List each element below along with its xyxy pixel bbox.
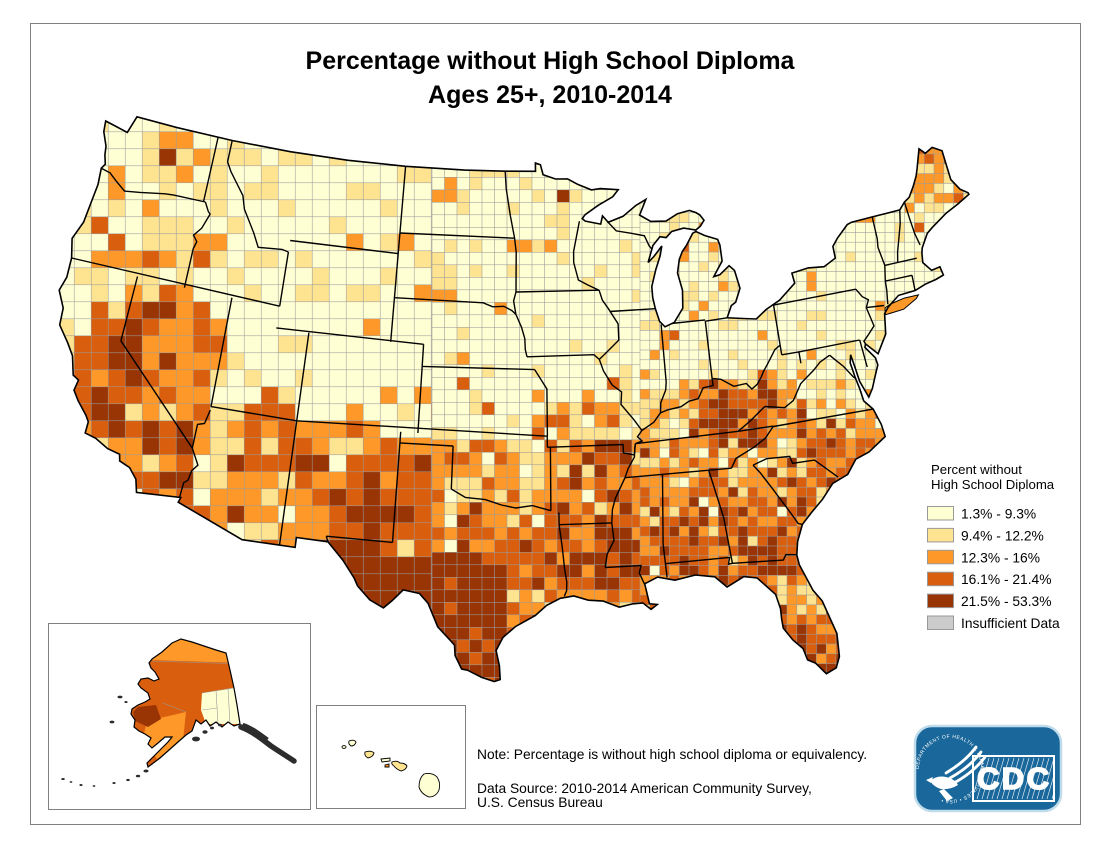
svg-text:CDC: CDC (977, 761, 1049, 796)
svg-text:21.5% - 53.3%: 21.5% - 53.3% (961, 594, 1052, 609)
svg-text:Percent without: Percent without (931, 462, 1022, 477)
svg-text:Data Source: 2010-2014 America: Data Source: 2010-2014 American Communit… (477, 781, 812, 796)
svg-text:High School Diploma: High School Diploma (931, 477, 1055, 492)
svg-text:9.4% - 12.2%: 9.4% - 12.2% (961, 528, 1044, 543)
svg-text:12.3% - 16%: 12.3% - 16% (961, 550, 1040, 565)
svg-text:16.1% - 21.4%: 16.1% - 21.4% (961, 572, 1052, 587)
svg-text:Ages 25+, 2010-2014: Ages 25+, 2010-2014 (428, 81, 672, 109)
svg-text:U.S. Census Bureau: U.S. Census Bureau (477, 795, 603, 810)
svg-text:1.3% - 9.3%: 1.3% - 9.3% (961, 507, 1036, 522)
svg-text:Percentage without High School: Percentage without High School Diploma (306, 47, 796, 75)
svg-text:Insufficient Data: Insufficient Data (961, 616, 1060, 631)
svg-text:Note: Percentage is without hi: Note: Percentage is without high school … (477, 747, 867, 762)
